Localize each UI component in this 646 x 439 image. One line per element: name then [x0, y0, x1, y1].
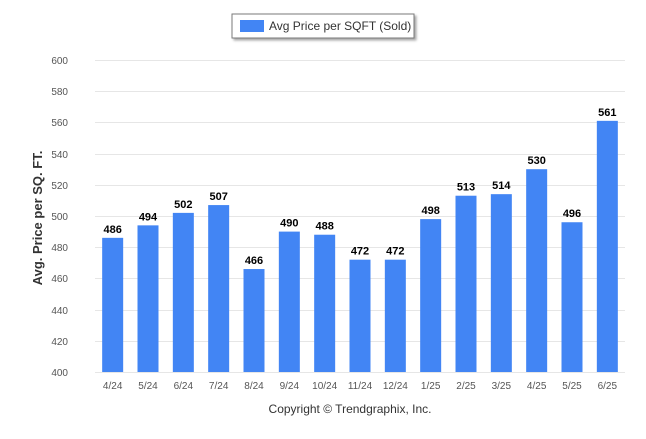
bar-value-label: 486: [103, 224, 121, 236]
y-tick-label: 600: [51, 56, 68, 67]
x-axis-ticks: 4/24 5/24 6/24 7/24 8/24 9/24 10/24 11/24 12/24 1…: [103, 381, 618, 392]
x-tick-label: 10/24: [312, 381, 337, 392]
y-tick-label: 560: [51, 118, 68, 129]
y-tick-label: 400: [51, 368, 68, 379]
x-tick-label: 5/24: [138, 381, 158, 392]
bar-value-label: 513: [457, 182, 475, 194]
y-tick-label: 440: [51, 306, 68, 317]
bar-value-label: 502: [174, 199, 192, 211]
x-tick-label: 7/24: [209, 381, 229, 392]
bar-value-label: 466: [245, 255, 263, 267]
x-tick-label: 2/25: [456, 381, 476, 392]
bar-value-label: 561: [598, 107, 616, 119]
x-tick-label: 1/25: [421, 381, 441, 392]
bar: [314, 234, 336, 372]
bar-value-label: 507: [209, 191, 227, 203]
x-tick-label: 6/25: [598, 381, 618, 392]
bar: [526, 169, 548, 372]
bar: [102, 237, 124, 372]
x-tick-label: 3/25: [492, 381, 512, 392]
bar-value-label: 514: [492, 180, 511, 192]
bar: [137, 225, 159, 372]
bar-value-label: 490: [280, 218, 298, 230]
data-labels: 486 494 502 507 466 490 488 472 472 498 513 514 530 4…: [103, 107, 616, 267]
x-tick-label: 11/24: [348, 381, 373, 392]
y-axis-title: Avg. Price per SQ. FT.: [30, 151, 45, 286]
bar: [490, 194, 512, 372]
legend-label: Avg Price per SQFT (Sold): [269, 19, 411, 33]
y-tick-label: 580: [51, 87, 68, 98]
x-tick-label: 8/24: [244, 381, 264, 392]
bar-value-label: 472: [386, 246, 404, 258]
bar: [208, 205, 230, 372]
bar-value-label: 472: [351, 246, 369, 258]
bar-value-label: 530: [527, 155, 545, 167]
bar-value-label: 494: [139, 211, 158, 223]
copyright-footer: Copyright © Trendgraphix, Inc.: [269, 402, 432, 416]
bar: [278, 231, 300, 372]
x-tick-label: 4/25: [527, 381, 547, 392]
x-tick-label: 6/24: [174, 381, 194, 392]
bars: [102, 120, 618, 372]
x-tick-label: 5/25: [562, 381, 582, 392]
bar: [596, 120, 618, 372]
bar-value-label: 496: [563, 208, 581, 220]
y-tick-label: 500: [51, 212, 68, 223]
y-tick-label: 420: [51, 337, 68, 348]
bar: [455, 195, 477, 372]
legend: Avg Price per SQFT (Sold): [231, 13, 415, 39]
bar: [384, 259, 406, 372]
bar-value-label: 488: [315, 221, 333, 233]
y-tick-label: 520: [51, 181, 68, 192]
y-tick-label: 480: [51, 243, 68, 254]
y-tick-label: 460: [51, 274, 68, 285]
y-axis-ticks: 400 420 440 460 480 500 520 540 560 580 600: [51, 56, 68, 379]
bar: [349, 259, 371, 372]
bar-value-label: 498: [421, 205, 439, 217]
x-tick-label: 4/24: [103, 381, 123, 392]
bar: [172, 212, 194, 372]
bar: [561, 222, 583, 372]
bar: [420, 219, 442, 372]
x-tick-label: 12/24: [383, 381, 408, 392]
legend-swatch: [240, 20, 264, 32]
y-tick-label: 540: [51, 150, 68, 161]
bar: [243, 269, 265, 372]
x-tick-label: 9/24: [280, 381, 300, 392]
